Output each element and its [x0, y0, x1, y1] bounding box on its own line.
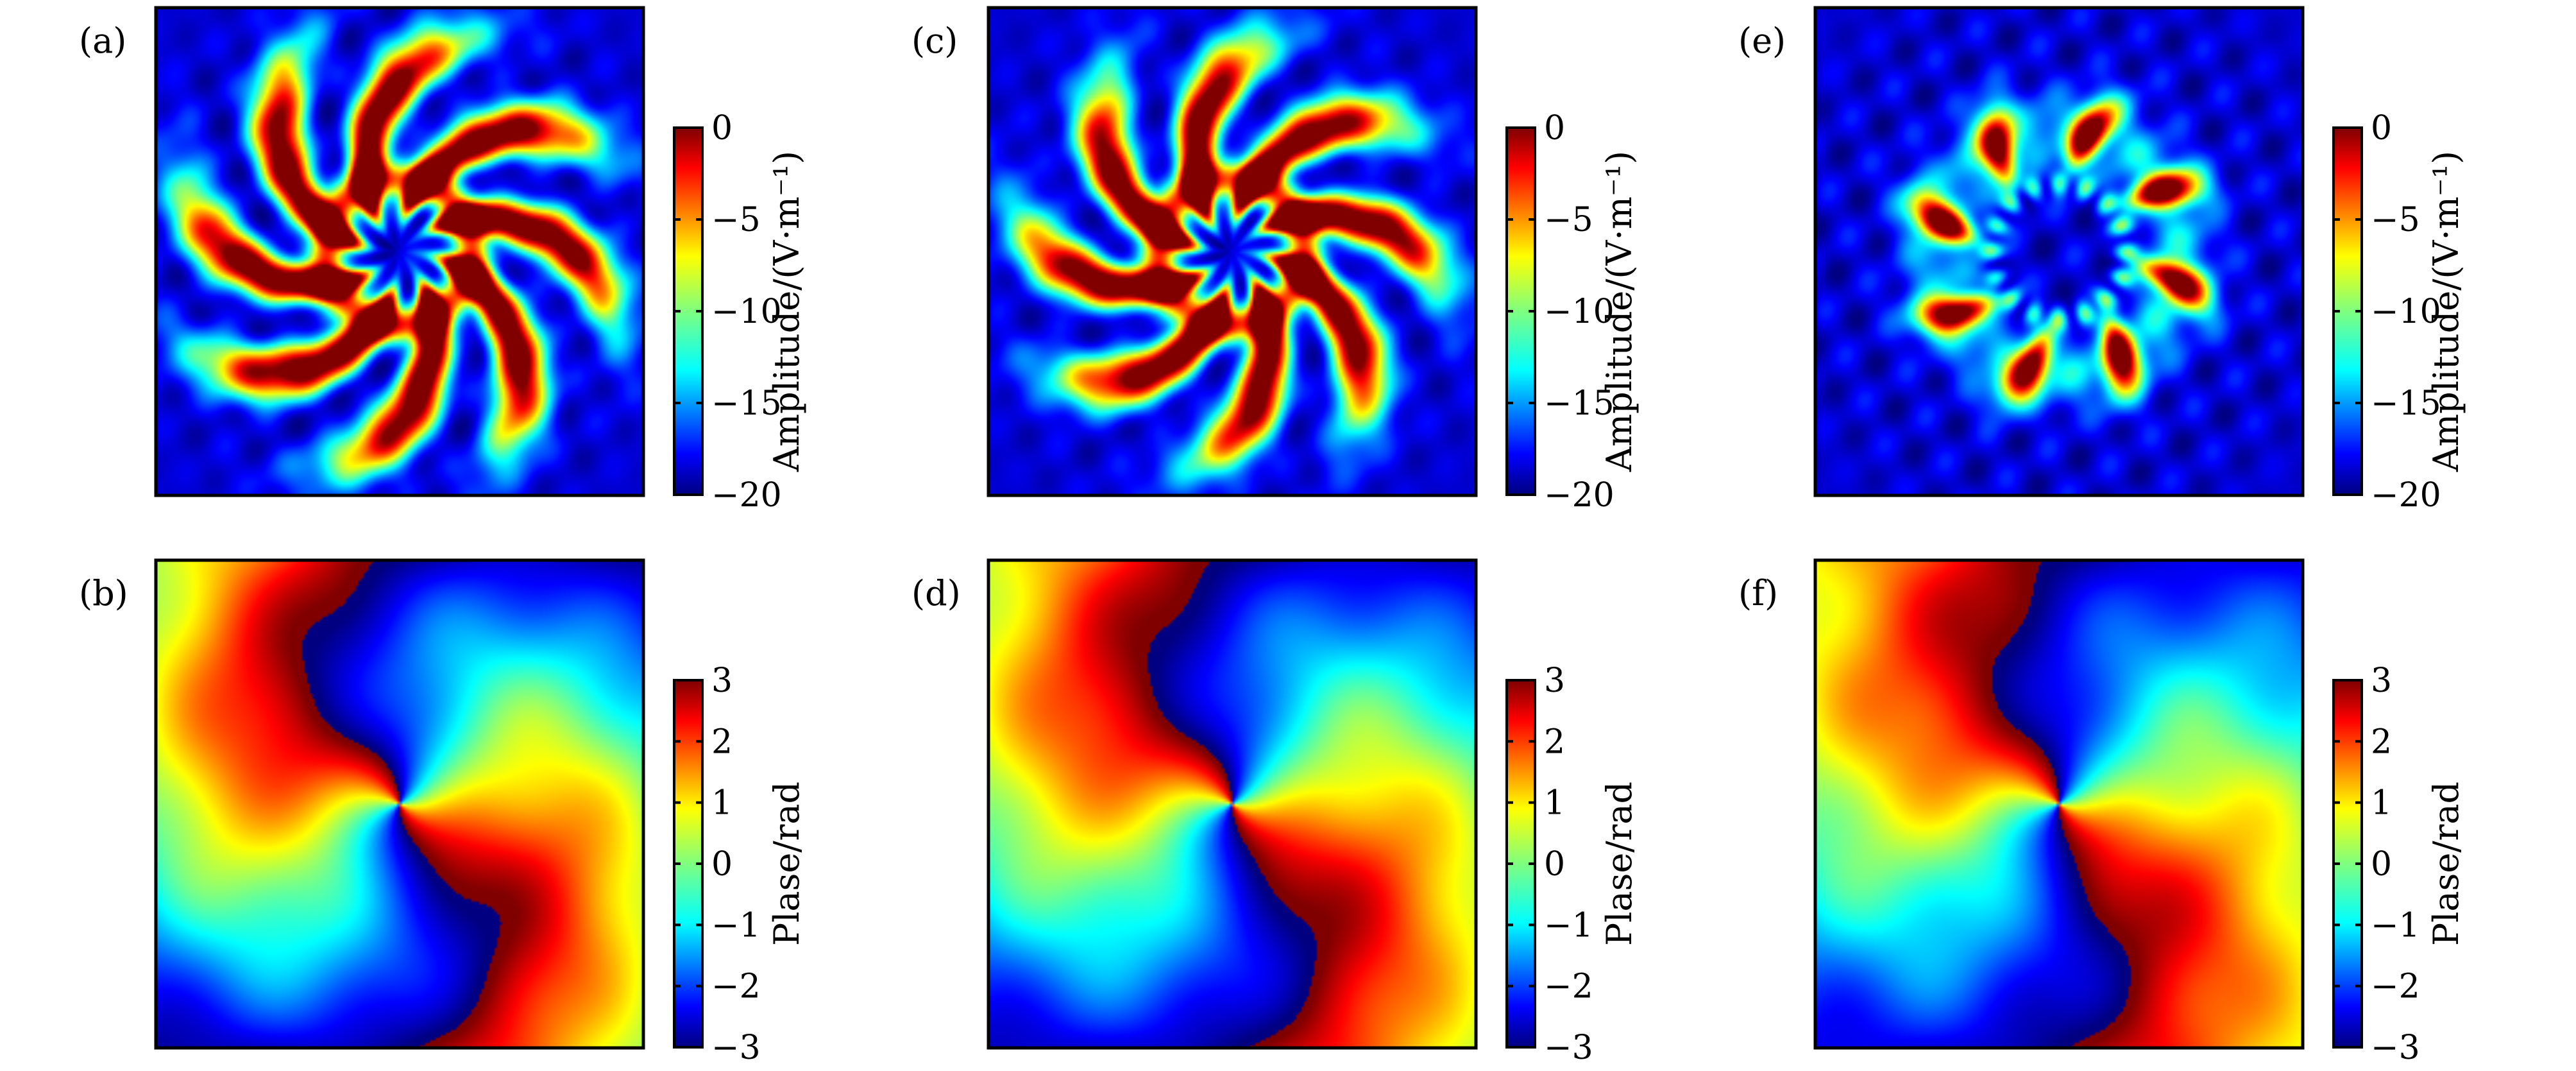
colorbar-tick-label: 1 — [2371, 784, 2392, 823]
colorbar-tick-label: 2 — [2371, 723, 2392, 761]
panel-label: (c) — [911, 21, 958, 61]
colorbar-tick-label: 3 — [2371, 662, 2392, 700]
colorbar-tick-label: −10 — [1544, 293, 1614, 331]
colorbar-label: Plase/rad — [767, 782, 807, 946]
colorbar-tick-label: −15 — [711, 384, 782, 423]
colorbar-tick-label: 2 — [1544, 723, 1565, 761]
colorbar-tick-label: 0 — [1544, 845, 1565, 884]
panel-label: (a) — [79, 21, 126, 61]
colorbar-label: Amplitude/(V·m⁻¹) — [767, 151, 807, 472]
plot-frame — [987, 558, 1478, 1050]
panel-c: (c) 0 −5 −10 −15 −20 Amplitude/(V·m⁻¹) — [911, 6, 1640, 515]
heatmap-amplitude — [156, 8, 643, 495]
heatmap-amplitude — [988, 8, 1476, 495]
colorbar-tick-label: −10 — [711, 293, 782, 331]
colorbar-tick-label: −3 — [2371, 1029, 2420, 1067]
panel-b: (b) 3 2 1 0 −1 −2 −3 Plase/rad — [79, 558, 807, 1067]
panel-label: (d) — [911, 573, 961, 613]
colorbar-tick-label: −20 — [2371, 476, 2441, 515]
plot-frame — [1813, 6, 2305, 497]
colorbar-tick-label: −1 — [2371, 906, 2420, 945]
plot-frame — [1813, 558, 2305, 1050]
panel-label: (f) — [1738, 573, 1778, 613]
colorbar-tick-label: 2 — [711, 723, 733, 761]
heatmap-phase — [988, 560, 1476, 1048]
colorbar-tick-label: −3 — [1544, 1029, 1593, 1067]
colorbar-tick-label: −20 — [711, 476, 782, 515]
heatmap-phase — [156, 560, 643, 1048]
colorbar-tick-label: 0 — [711, 845, 733, 884]
colorbar-tick-label: −15 — [2371, 384, 2441, 423]
panel-a: (a) 0 −5 −10 −15 −20 Amplitude/(V·m⁻¹) — [79, 6, 807, 515]
colorbar-tick-label: −2 — [2371, 968, 2420, 1006]
colorbar-tick-label: −3 — [711, 1029, 761, 1067]
colorbar-tick-label: −20 — [1544, 476, 1614, 515]
plot-frame — [987, 6, 1478, 497]
colorbar-tick-label: −10 — [2371, 293, 2441, 331]
panel-e: (e) 0 −5 −10 −15 −20 Amplitude/(V·m⁻¹) — [1738, 6, 2466, 515]
colorbar-tick-label: −1 — [1544, 906, 1593, 945]
colorbar-tick-label: −1 — [711, 906, 761, 945]
colorbar-tick-label: −5 — [2371, 201, 2420, 239]
colorbar-tick-label: −15 — [1544, 384, 1614, 423]
colorbar-tick-label: 0 — [1544, 109, 1565, 148]
colorbar-label: Plase/rad — [1599, 782, 1640, 946]
colorbar-tick-label: 3 — [1544, 662, 1565, 700]
panel-f: (f) 3 2 1 0 −1 −2 −3 Plase/rad — [1738, 558, 2466, 1067]
colorbar-tick-label: 0 — [711, 109, 733, 148]
panel-d: (d) 3 2 1 0 −1 −2 −3 Plase/rad — [911, 558, 1640, 1067]
colorbar-tick-label: −5 — [1544, 201, 1593, 239]
colorbar-label: Amplitude/(V·m⁻¹) — [1599, 151, 1640, 472]
colorbar-tick-label: 3 — [711, 662, 733, 700]
colorbar-tick-label: 1 — [711, 784, 733, 823]
plot-frame — [154, 558, 645, 1050]
plot-frame — [154, 6, 645, 497]
colorbar-tick-label: −5 — [711, 201, 761, 239]
colorbar-label: Amplitude/(V·m⁻¹) — [2426, 151, 2466, 472]
panel-label: (b) — [79, 573, 128, 613]
colorbar-tick-label: −2 — [711, 968, 761, 1006]
heatmap-phase — [1815, 560, 2303, 1048]
colorbar-tick-label: 1 — [1544, 784, 1565, 823]
colorbar-tick-label: −2 — [1544, 968, 1593, 1006]
panel-label: (e) — [1738, 21, 1786, 61]
heatmap-amplitude — [1815, 8, 2303, 495]
colorbar-tick-label: 0 — [2371, 845, 2392, 884]
colorbar-tick-label: 0 — [2371, 109, 2392, 148]
colorbar-label: Plase/rad — [2426, 782, 2466, 946]
